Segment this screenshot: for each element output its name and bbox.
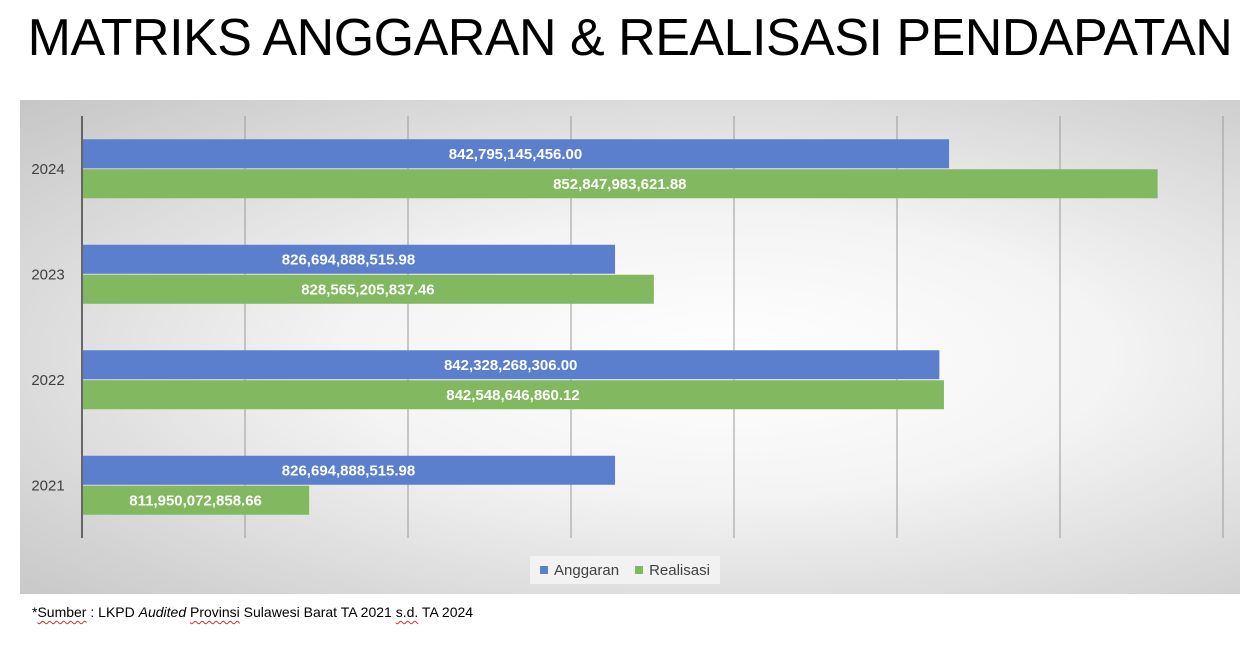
data-label-realisasi-2024: 852,847,983,621.88 xyxy=(553,176,686,193)
footnote-sd: s.d. xyxy=(395,604,419,620)
bar-anggaran-2024 xyxy=(83,139,950,169)
legend-item-anggaran: Anggaran xyxy=(540,562,619,579)
bar-realisasi-2023 xyxy=(83,274,654,304)
bar-realisasi-2022 xyxy=(83,380,944,410)
category-label-2023: 2023 xyxy=(31,266,64,283)
legend-item-realisasi: Realisasi xyxy=(635,562,710,579)
legend-label-anggaran: Anggaran xyxy=(554,561,620,579)
footnote-sumber: Sumber xyxy=(37,604,87,620)
legend-label-realisasi: Realisasi xyxy=(649,561,710,579)
legend-swatch-realisasi xyxy=(635,566,644,574)
bar-realisasi-2021 xyxy=(83,485,310,515)
data-label-realisasi-2022: 842,548,646,860.12 xyxy=(446,387,579,404)
category-label-2024: 2024 xyxy=(31,161,64,178)
bar-realisasi-2024 xyxy=(83,169,1158,199)
bar-chart: 2021 826,694,888,515.98 811,950,072,858.66… xyxy=(31,116,1224,538)
data-label-anggaran-2021: 826,694,888,515.98 xyxy=(282,462,415,479)
footnote-region: Sulawesi Barat TA 2021 xyxy=(239,604,396,620)
footnote-end: TA 2024 xyxy=(418,604,474,620)
data-label-realisasi-2021: 811,950,072,858.66 xyxy=(129,492,262,509)
footnote-star: * xyxy=(32,604,38,620)
data-label-anggaran-2022: 842,328,268,306.00 xyxy=(444,357,577,374)
category-label-2021: 2021 xyxy=(31,477,64,494)
bar-anggaran-2021 xyxy=(83,455,616,485)
data-label-anggaran-2023: 826,694,888,515.98 xyxy=(282,251,415,268)
chart-area: 2021 826,694,888,515.98 811,950,072,858.66… xyxy=(20,100,1240,594)
footnote-audited: Audited xyxy=(138,604,187,620)
bar-anggaran-2022 xyxy=(83,350,940,380)
footnote-provinsi: Provinsi xyxy=(190,604,240,620)
data-label-anggaran-2024: 842,795,145,456.00 xyxy=(449,146,582,163)
category-label-2022: 2022 xyxy=(31,372,64,389)
legend: Anggaran Realisasi xyxy=(530,556,720,584)
page-title: MATRIKS ANGGARAN & REALISASI PENDAPATAN xyxy=(27,9,1233,67)
footnote-lkpd: : LKPD xyxy=(86,604,139,620)
bar-anggaran-2023 xyxy=(83,244,616,274)
source-footnote: *Sumber : LKPD Audited Provinsi Sulawesi… xyxy=(32,604,473,620)
data-label-realisasi-2023: 828,565,205,837.46 xyxy=(301,281,434,298)
legend-swatch-anggaran xyxy=(540,566,548,574)
